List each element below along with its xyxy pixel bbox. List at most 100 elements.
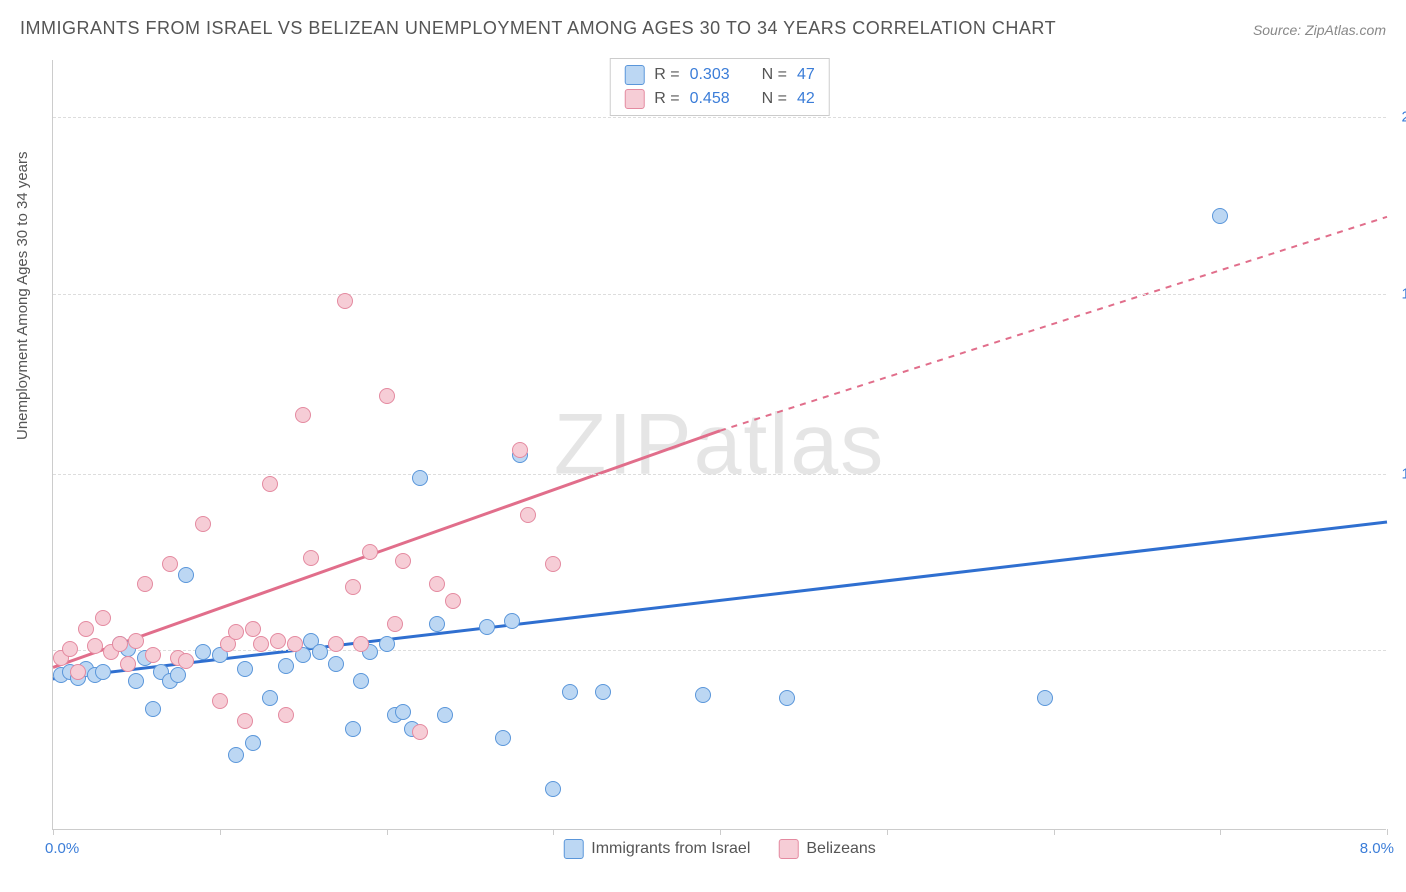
data-point-belizeans <box>328 636 344 652</box>
data-point-belizeans <box>120 656 136 672</box>
r-value-belizeans: 0.458 <box>690 90 730 108</box>
data-point-belizeans <box>228 624 244 640</box>
data-point-israel <box>170 667 186 683</box>
data-point-belizeans <box>145 647 161 663</box>
data-point-israel <box>312 644 328 660</box>
data-point-israel <box>504 613 520 629</box>
n-label: N = <box>762 66 787 84</box>
x-tick <box>553 829 554 835</box>
data-point-belizeans <box>137 576 153 592</box>
data-point-israel <box>437 707 453 723</box>
legend-item-israel: Immigrants from Israel <box>563 839 750 859</box>
x-tick <box>387 829 388 835</box>
x-tick <box>1054 829 1055 835</box>
correlation-legend: R = 0.303 N = 47 R = 0.458 N = 42 <box>609 58 830 116</box>
data-point-belizeans <box>303 550 319 566</box>
legend-row-israel: R = 0.303 N = 47 <box>624 63 815 87</box>
data-point-israel <box>95 664 111 680</box>
x-tick <box>887 829 888 835</box>
x-axis-min-label: 0.0% <box>45 840 79 857</box>
data-point-israel <box>429 616 445 632</box>
data-point-israel <box>495 730 511 746</box>
data-point-belizeans <box>253 636 269 652</box>
data-point-israel <box>379 636 395 652</box>
data-point-israel <box>195 644 211 660</box>
swatch-israel <box>624 65 644 85</box>
x-tick <box>220 829 221 835</box>
legend-row-belizeans: R = 0.458 N = 42 <box>624 87 815 111</box>
data-point-belizeans <box>212 693 228 709</box>
data-point-israel <box>328 656 344 672</box>
swatch-belizeans <box>778 839 798 859</box>
trend-lines-layer <box>53 60 1386 829</box>
data-point-israel <box>1037 690 1053 706</box>
data-point-israel <box>562 684 578 700</box>
r-value-israel: 0.303 <box>690 66 730 84</box>
data-point-belizeans <box>237 713 253 729</box>
r-label: R = <box>654 66 679 84</box>
chart-title: IMMIGRANTS FROM ISRAEL VS BELIZEAN UNEMP… <box>20 18 1056 39</box>
data-point-belizeans <box>70 664 86 680</box>
data-point-israel <box>128 673 144 689</box>
trend-line <box>53 522 1387 679</box>
data-point-belizeans <box>362 544 378 560</box>
data-point-belizeans <box>545 556 561 572</box>
data-point-belizeans <box>353 636 369 652</box>
data-point-belizeans <box>87 638 103 654</box>
gridline <box>53 474 1386 475</box>
data-point-belizeans <box>395 553 411 569</box>
data-point-belizeans <box>512 442 528 458</box>
data-point-israel <box>353 673 369 689</box>
data-point-belizeans <box>278 707 294 723</box>
x-axis-max-label: 8.0% <box>1360 840 1394 857</box>
data-point-israel <box>545 781 561 797</box>
y-tick-label: 18.8% <box>1401 285 1406 302</box>
x-tick <box>53 829 54 835</box>
data-point-belizeans <box>445 593 461 609</box>
data-point-israel <box>695 687 711 703</box>
data-point-belizeans <box>178 653 194 669</box>
trend-line <box>720 217 1387 431</box>
data-point-belizeans <box>429 576 445 592</box>
data-point-israel <box>395 704 411 720</box>
n-value-israel: 47 <box>797 66 815 84</box>
x-tick <box>1387 829 1388 835</box>
y-tick-label: 12.5% <box>1401 465 1406 482</box>
data-point-belizeans <box>345 579 361 595</box>
trend-line <box>53 431 720 668</box>
data-point-belizeans <box>287 636 303 652</box>
series-label-belizeans: Belizeans <box>806 840 875 858</box>
data-point-belizeans <box>379 388 395 404</box>
r-label: R = <box>654 90 679 108</box>
legend-item-belizeans: Belizeans <box>778 839 875 859</box>
data-point-belizeans <box>62 641 78 657</box>
data-point-israel <box>178 567 194 583</box>
data-point-israel <box>595 684 611 700</box>
gridline <box>53 650 1386 651</box>
swatch-belizeans <box>624 89 644 109</box>
y-tick-label: 25.0% <box>1401 109 1406 126</box>
data-point-israel <box>262 690 278 706</box>
data-point-belizeans <box>387 616 403 632</box>
data-point-israel <box>237 661 253 677</box>
data-point-belizeans <box>95 610 111 626</box>
data-point-belizeans <box>195 516 211 532</box>
data-point-israel <box>345 721 361 737</box>
swatch-israel <box>563 839 583 859</box>
data-point-israel <box>1212 208 1228 224</box>
n-label: N = <box>762 90 787 108</box>
plot-area: ZIPatlas R = 0.303 N = 47 R = 0.458 N = … <box>52 60 1386 830</box>
data-point-israel <box>479 619 495 635</box>
data-point-belizeans <box>337 293 353 309</box>
data-point-belizeans <box>295 407 311 423</box>
data-point-belizeans <box>162 556 178 572</box>
data-point-israel <box>412 470 428 486</box>
series-legend: Immigrants from Israel Belizeans <box>563 839 876 859</box>
data-point-belizeans <box>128 633 144 649</box>
data-point-belizeans <box>262 476 278 492</box>
series-label-israel: Immigrants from Israel <box>591 840 750 858</box>
data-point-israel <box>228 747 244 763</box>
x-tick <box>1220 829 1221 835</box>
source-attribution: Source: ZipAtlas.com <box>1253 22 1386 38</box>
data-point-belizeans <box>112 636 128 652</box>
